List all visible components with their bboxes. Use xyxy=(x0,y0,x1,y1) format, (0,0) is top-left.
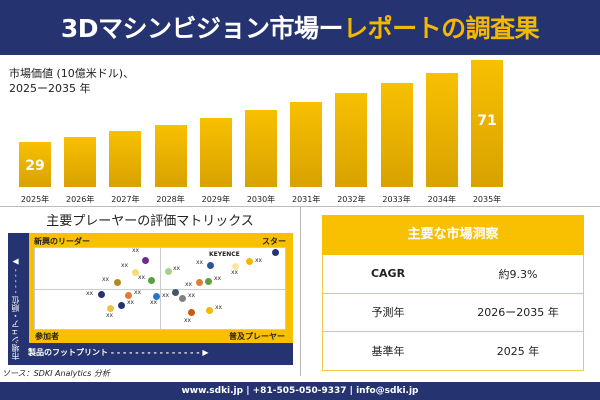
bar-2028年 xyxy=(154,124,187,187)
point-label: xx xyxy=(214,275,222,282)
player-point xyxy=(117,301,125,309)
player-point xyxy=(113,278,121,286)
x-tick-label: 2026年 xyxy=(66,195,95,204)
bar-2032年 xyxy=(335,93,368,187)
x-tick-label: 2025年 xyxy=(20,195,50,204)
x-tick-label: 2030年 xyxy=(246,195,276,204)
bar-2025年 xyxy=(19,141,51,187)
x-tick-label: 2034年 xyxy=(427,195,456,204)
player-point xyxy=(141,256,149,264)
quadrant-participants: 参加者 xyxy=(35,332,59,341)
bar-2029年 xyxy=(199,117,232,187)
bar-2031年 xyxy=(290,102,323,187)
bar-2033年 xyxy=(380,83,413,187)
point-label: xx xyxy=(127,299,135,306)
title-main: 3Dマシンビジョン市場ー xyxy=(60,14,344,43)
player-point xyxy=(124,291,132,299)
point-label: xx xyxy=(132,247,140,254)
point-label: xx xyxy=(162,292,170,299)
point-label: xx xyxy=(185,281,193,288)
subtitle-line1: 市場価値 (10億米ドル)、 xyxy=(9,67,135,80)
x-tick-label: 2027年 xyxy=(111,195,140,204)
player-point xyxy=(106,304,114,312)
chart-subtitle: 市場価値 (10億米ドル)、 2025ー2035 年 xyxy=(9,66,134,96)
player-point xyxy=(147,276,155,284)
player-point xyxy=(205,306,213,314)
matrix-title: 主要プレーヤーの評価マトリックス xyxy=(46,214,254,229)
player-point xyxy=(204,277,212,285)
subtitle-line2: 2025ー2035 年 xyxy=(9,82,91,95)
y-axis-label: 市場シェア・順位 - - - - - ▶ xyxy=(11,257,20,360)
point-label: xx xyxy=(102,276,110,283)
bar-2026年 xyxy=(64,136,97,187)
insight-row: CAGR 約9.3% xyxy=(322,255,584,294)
player-point xyxy=(164,267,172,275)
bar-2035年 xyxy=(471,60,503,187)
matrix-plot xyxy=(34,247,286,330)
point-label: xx xyxy=(150,299,158,306)
x-tick-label: 2035年 xyxy=(472,195,502,204)
quadrant-emerging-leaders: 新興のリーダー xyxy=(34,237,90,246)
point-label: xx xyxy=(184,317,192,324)
x-tick-label: 2033年 xyxy=(382,195,411,204)
quadrant-pervasive-players: 普及プレーヤー xyxy=(229,332,285,341)
keyence-label: KEYENCE xyxy=(209,251,240,258)
x-tick-label: 2028年 xyxy=(156,195,185,204)
point-label: xx xyxy=(86,290,94,297)
point-label: xx xyxy=(138,274,146,281)
player-point xyxy=(231,262,239,270)
insight-row: 予測年 2026ー2035 年 xyxy=(322,293,584,332)
point-label: xx xyxy=(173,265,181,272)
point-label: xx xyxy=(215,304,223,311)
data-label: 71 xyxy=(477,113,497,129)
insights-title: 主要な市場洞察 xyxy=(322,215,584,255)
insights-table: 主要な市場洞察 CAGR 約9.3% 予測年 2026ー2035 年 基準年 2025… xyxy=(322,215,584,371)
player-point xyxy=(206,261,214,269)
bar-2034年 xyxy=(425,72,458,187)
divider xyxy=(300,206,301,376)
point-label: xx xyxy=(134,289,142,296)
data-label: 29 xyxy=(25,158,45,174)
bar-2027年 xyxy=(109,131,142,187)
footer-contact: www.sdki.jp | +81-505-050-9337 | info@sd… xyxy=(0,382,600,400)
point-label: xx xyxy=(121,262,129,269)
source-note: ソース：SDKI Analytics 分析 xyxy=(2,369,110,378)
bar-2030年 xyxy=(245,110,277,187)
point-label: xx xyxy=(188,292,196,299)
point-label: xx xyxy=(106,312,114,319)
player-point xyxy=(97,290,105,298)
title-highlight: レポートの調査果 xyxy=(343,14,540,43)
player-point xyxy=(271,248,279,256)
insight-row: 基準年 2025 年 xyxy=(322,332,584,371)
player-point xyxy=(131,268,139,276)
player-point xyxy=(195,278,203,286)
point-label: xx xyxy=(231,269,239,276)
x-tick-label: 2029年 xyxy=(201,195,230,204)
quadrant-stars: スター xyxy=(262,237,286,246)
player-point xyxy=(178,294,186,302)
player-point xyxy=(245,257,253,265)
point-label: xx xyxy=(255,257,263,264)
x-axis-label: 製品のフットプリント - - - - - - - - - - - - - - -… xyxy=(28,348,209,357)
report-title: 3Dマシンビジョン市場ーレポートの調査果 xyxy=(0,0,600,55)
point-label: xx xyxy=(196,259,204,266)
player-point xyxy=(187,308,195,316)
x-tick-label: 2032年 xyxy=(337,195,366,204)
player-point xyxy=(171,288,179,296)
x-tick-label: 2031年 xyxy=(292,195,321,204)
player-point xyxy=(152,292,160,300)
